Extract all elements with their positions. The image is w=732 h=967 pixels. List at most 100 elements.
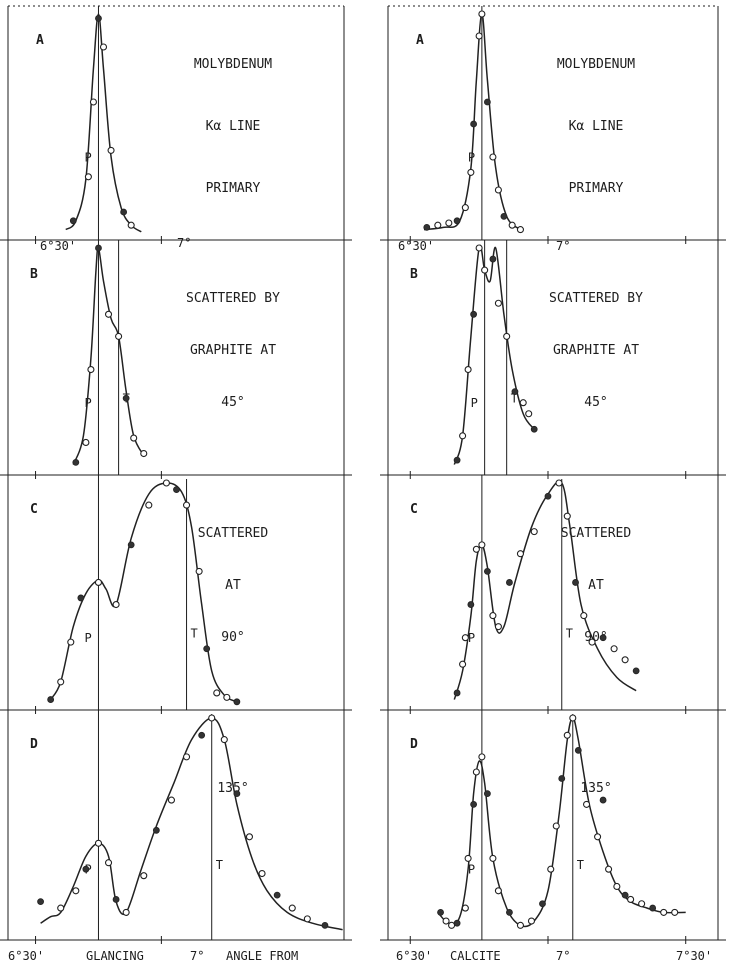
- data-point: [627, 895, 635, 903]
- panel-a-left-tick-7: 7°: [177, 236, 191, 250]
- data-point: [220, 736, 228, 744]
- data-point: [461, 204, 469, 212]
- data-point: [511, 388, 519, 396]
- data-point: [47, 696, 55, 703]
- data-point: [459, 432, 467, 440]
- data-point: [273, 891, 281, 899]
- panel-a-right-tick-6-30: 6°30': [398, 239, 434, 253]
- data-point: [445, 219, 453, 227]
- data-point: [563, 731, 571, 739]
- data-point: [467, 168, 475, 176]
- panel-text-line: SCATTERED BY: [186, 291, 280, 306]
- data-point: [437, 909, 444, 916]
- panel-text-line: PRIMARY: [569, 181, 624, 196]
- data-point: [442, 917, 450, 925]
- t-marker-label: T: [216, 858, 223, 872]
- data-point: [516, 226, 524, 234]
- t-marker-label: T: [511, 392, 518, 406]
- data-point: [112, 896, 120, 903]
- data-point: [613, 882, 621, 891]
- data-point: [127, 221, 135, 229]
- data-point: [208, 714, 216, 722]
- p-marker-label: P: [468, 631, 475, 645]
- left-tick-label-6-30: 6°30': [8, 949, 44, 963]
- data-point: [530, 425, 538, 433]
- data-point: [84, 173, 92, 181]
- panel-d-right: D 135° P T: [410, 710, 686, 940]
- panel-text-line: AT: [588, 578, 604, 593]
- data-point: [494, 623, 502, 631]
- panel-label: A: [416, 33, 424, 48]
- right-tick-label-7-30: 7°30': [676, 949, 712, 963]
- panel-text-line: 90°: [221, 630, 244, 645]
- panel-text-line: GRAPHITE AT: [553, 343, 639, 358]
- data-point: [516, 550, 524, 558]
- data-point: [464, 365, 472, 374]
- intensity-curve: [65, 13, 142, 233]
- data-point: [481, 266, 489, 274]
- panel-text-line: 135°: [580, 781, 611, 796]
- panel-label: C: [30, 502, 38, 517]
- intensity-curve: [72, 246, 145, 465]
- data-point: [489, 612, 497, 620]
- data-point: [288, 904, 296, 912]
- data-point: [122, 394, 130, 402]
- intensity-curve: [40, 717, 343, 931]
- data-point: [563, 512, 571, 520]
- data-point: [555, 479, 563, 487]
- data-point: [321, 921, 329, 929]
- intensity-curve: [437, 717, 686, 928]
- data-point: [162, 479, 170, 487]
- data-point: [464, 854, 472, 862]
- data-point: [671, 908, 679, 916]
- right-tick-label-7: 7°: [556, 949, 570, 963]
- data-point: [94, 839, 103, 847]
- data-point: [594, 833, 602, 841]
- data-point: [610, 645, 618, 653]
- data-point: [489, 153, 497, 161]
- data-point: [599, 634, 607, 642]
- data-point: [258, 869, 266, 878]
- data-point: [72, 458, 80, 466]
- data-point: [72, 887, 80, 895]
- p-marker-label: P: [471, 396, 478, 410]
- data-point: [245, 833, 254, 841]
- data-point: [489, 255, 497, 263]
- data-point: [494, 186, 502, 194]
- data-point: [588, 638, 596, 646]
- data-point: [183, 501, 191, 509]
- data-point: [470, 801, 478, 808]
- panel-label: A: [36, 33, 44, 48]
- data-point: [69, 217, 77, 225]
- data-point: [574, 747, 582, 754]
- data-point: [621, 656, 629, 664]
- data-point: [140, 872, 148, 880]
- data-point: [303, 915, 311, 923]
- data-point: [107, 146, 115, 154]
- data-point: [478, 10, 486, 18]
- data-point: [472, 768, 480, 776]
- left-tick-label-7: 7°: [190, 949, 204, 963]
- data-point: [483, 790, 491, 797]
- data-point: [478, 753, 486, 761]
- data-point: [145, 501, 153, 509]
- data-point: [572, 579, 579, 586]
- panel-label: D: [30, 737, 38, 752]
- data-point: [95, 244, 102, 252]
- panel-c-left: C SCATTERED AT 90° P T: [30, 475, 268, 710]
- data-point: [483, 98, 491, 106]
- data-point: [506, 909, 513, 916]
- data-point: [87, 365, 95, 374]
- data-point: [203, 645, 211, 653]
- data-point: [82, 865, 90, 873]
- p-marker-label: P: [84, 631, 91, 645]
- glancing-label: GLANCING: [86, 949, 144, 963]
- data-point: [478, 541, 486, 549]
- data-point: [527, 917, 536, 925]
- data-point: [503, 332, 511, 340]
- data-point: [67, 638, 75, 646]
- t-marker-label: T: [191, 627, 198, 641]
